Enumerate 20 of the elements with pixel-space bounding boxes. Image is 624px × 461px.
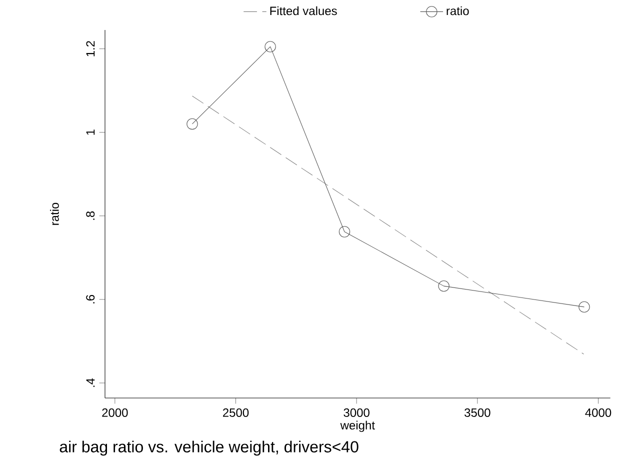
x-axis-title: weight <box>340 420 375 432</box>
point <box>438 280 450 292</box>
point <box>264 41 276 52</box>
y-axis-title: ratio <box>50 202 59 225</box>
x-tick-label: 3500 <box>464 408 490 417</box>
x-tick-label: 3000 <box>344 408 370 417</box>
text: air bag ratio vs. vehicle weight, drivers<40 <box>60 440 358 456</box>
x-tick-label: 2000 <box>102 408 128 417</box>
legend-label: Fitted values <box>270 6 337 16</box>
y-tick-label: .4 <box>86 378 95 387</box>
y-tick-label: .8 <box>86 211 95 220</box>
point <box>338 226 350 238</box>
y-tick-label: .6 <box>86 294 95 304</box>
point <box>186 118 198 130</box>
x-tick-label: 2500 <box>223 408 249 417</box>
y-tick-label: 1 <box>86 130 95 135</box>
x-tick-label: 4000 <box>585 408 612 417</box>
y-tick-label: 1.2 <box>86 41 95 56</box>
legend-label: ratio <box>446 6 469 16</box>
point <box>578 301 590 313</box>
